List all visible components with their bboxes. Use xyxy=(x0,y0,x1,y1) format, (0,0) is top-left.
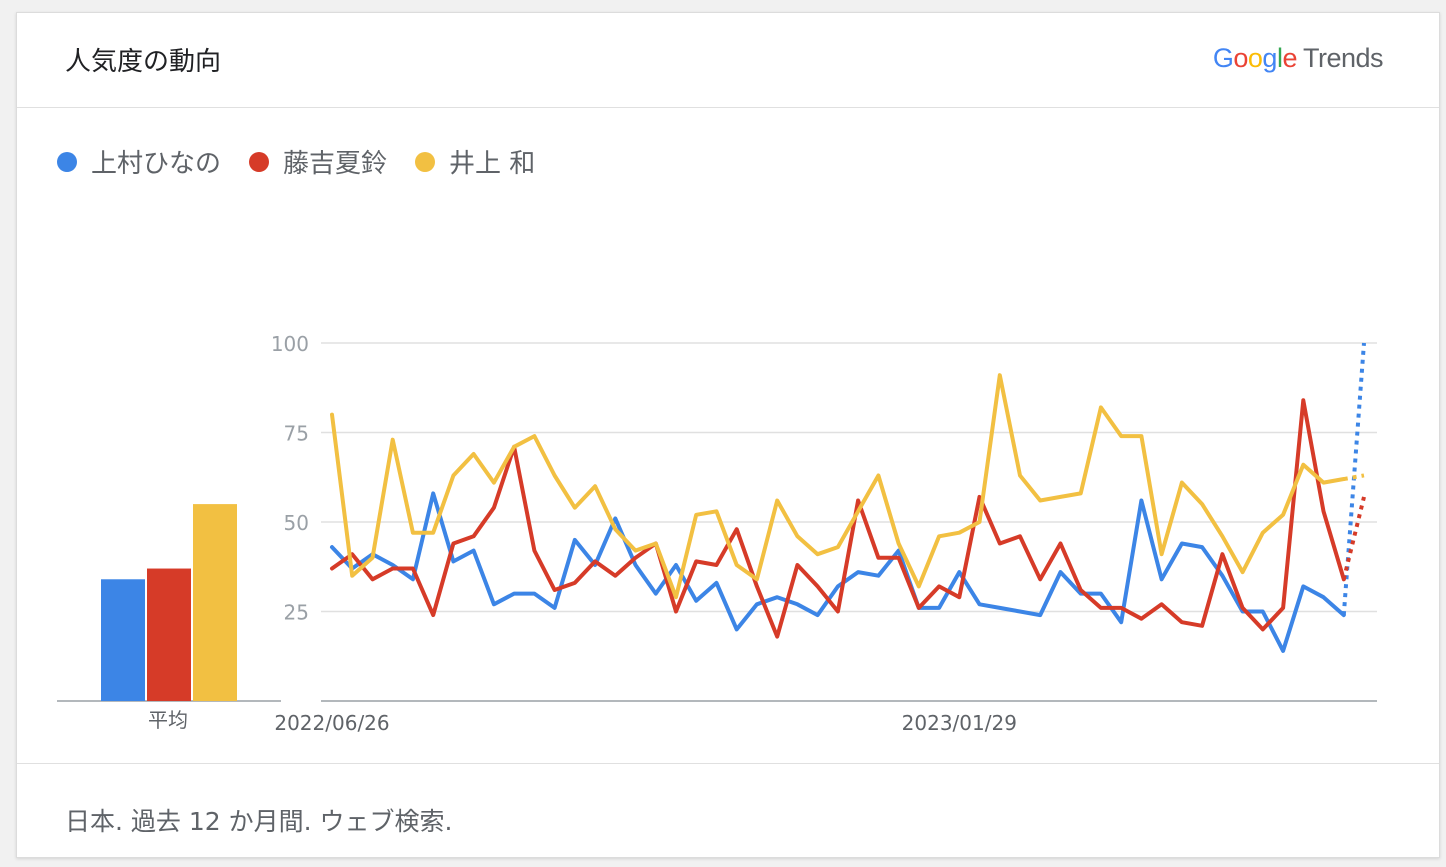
logo-letter: l xyxy=(1276,43,1283,73)
logo-letter: o xyxy=(1233,43,1248,73)
legend-item-1[interactable]: 上村ひなの xyxy=(57,143,221,180)
logo-letter: g xyxy=(1262,43,1277,73)
legend-item-2[interactable]: 藤吉夏鈴 xyxy=(249,143,387,180)
y-tick-label: 25 xyxy=(284,601,309,625)
legend-label: 上村ひなの xyxy=(91,149,222,179)
logo-trends-word: Trends xyxy=(1302,43,1384,73)
series-line xyxy=(330,491,1346,653)
logo-letter: G xyxy=(1212,43,1234,73)
legend-dot-icon xyxy=(57,151,77,172)
footer-caption: 日本. 過去 12 か月間. ウェブ検索. xyxy=(65,807,453,836)
logo-letter: e xyxy=(1282,43,1297,73)
legend-dot-icon xyxy=(249,151,270,172)
bar-category-label: 平均 xyxy=(148,708,188,732)
x-tick-label: 2022/06/26 xyxy=(274,711,389,735)
trends-chart[interactable]: 25 50 75 100 2022/06/26 2023/01/29 平均 xyxy=(17,13,1441,763)
google-trends-logo[interactable]: Google Trends xyxy=(1212,43,1384,74)
card-header: 人気度の動向 Google Trends xyxy=(17,13,1439,108)
y-tick-label: 50 xyxy=(284,511,309,535)
legend-label: 井上 和 xyxy=(449,149,536,179)
series-partial-segment xyxy=(1341,496,1366,580)
average-bar xyxy=(101,579,145,701)
logo-letter: o xyxy=(1247,43,1263,73)
average-bar xyxy=(147,568,191,701)
legend-item-3[interactable]: 井上 和 xyxy=(415,143,535,180)
x-tick-label: 2023/01/29 xyxy=(902,711,1017,735)
series-partial-segment xyxy=(1343,473,1365,482)
trends-card: 人気度の動向 Google Trends 上村ひなの 藤吉夏鈴 井上 和 25 50… xyxy=(16,12,1440,858)
y-tick-label: 100 xyxy=(271,332,309,356)
legend-dot-icon xyxy=(415,151,436,172)
card-title: 人気度の動向 xyxy=(65,47,222,77)
legend-label: 藤吉夏鈴 xyxy=(283,149,388,179)
series-line xyxy=(330,398,1346,639)
series-line xyxy=(330,373,1346,600)
y-tick-label: 75 xyxy=(284,422,309,446)
average-bar xyxy=(193,504,237,701)
chart-legend: 上村ひなの 藤吉夏鈴 井上 和 xyxy=(57,143,535,180)
card-footer: 日本. 過去 12 か月間. ウェブ検索. xyxy=(17,763,1439,860)
